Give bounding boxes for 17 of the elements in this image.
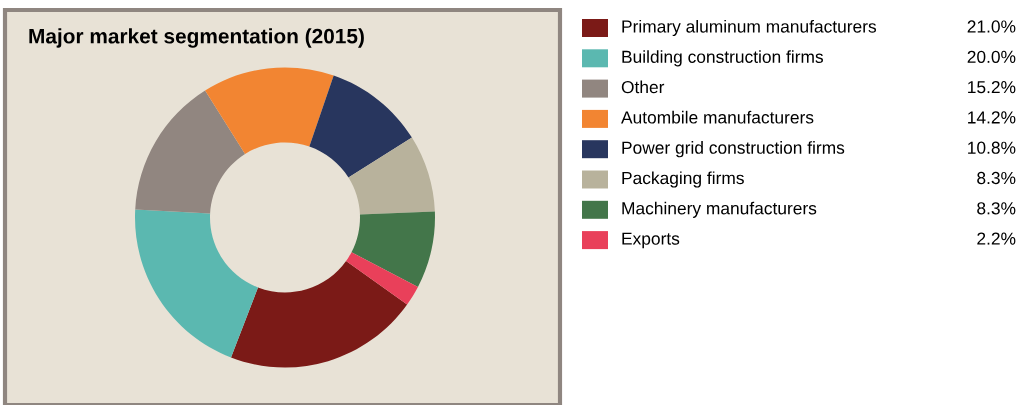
- data-label: 2.2%: [977, 232, 1016, 245]
- legend-label: Building construction firms: [622, 50, 823, 67]
- legend-label: Packaging firms: [622, 171, 744, 188]
- legend-label: Machinery manufacturers: [622, 201, 817, 218]
- data-label: 15.2%: [968, 80, 1016, 94]
- legend-label: Exports: [622, 232, 680, 249]
- data-label: 14.2%: [968, 111, 1016, 124]
- chart-title: Major market segmentation (2015): [29, 28, 364, 48]
- legend-label: Power grid construction firms: [622, 141, 845, 158]
- data-label: 8.3%: [977, 171, 1016, 185]
- data-label: 10.8%: [968, 141, 1016, 154]
- data-label: 21.0%: [967, 20, 1016, 33]
- data-label: 8.3%: [977, 202, 1016, 215]
- data-label: 20.0%: [967, 50, 1016, 63]
- legend-label: Autombile manufacturers: [621, 110, 814, 124]
- legend-label: Primary aluminum manufacturers: [622, 19, 877, 37]
- legend-label: Other: [621, 80, 665, 94]
